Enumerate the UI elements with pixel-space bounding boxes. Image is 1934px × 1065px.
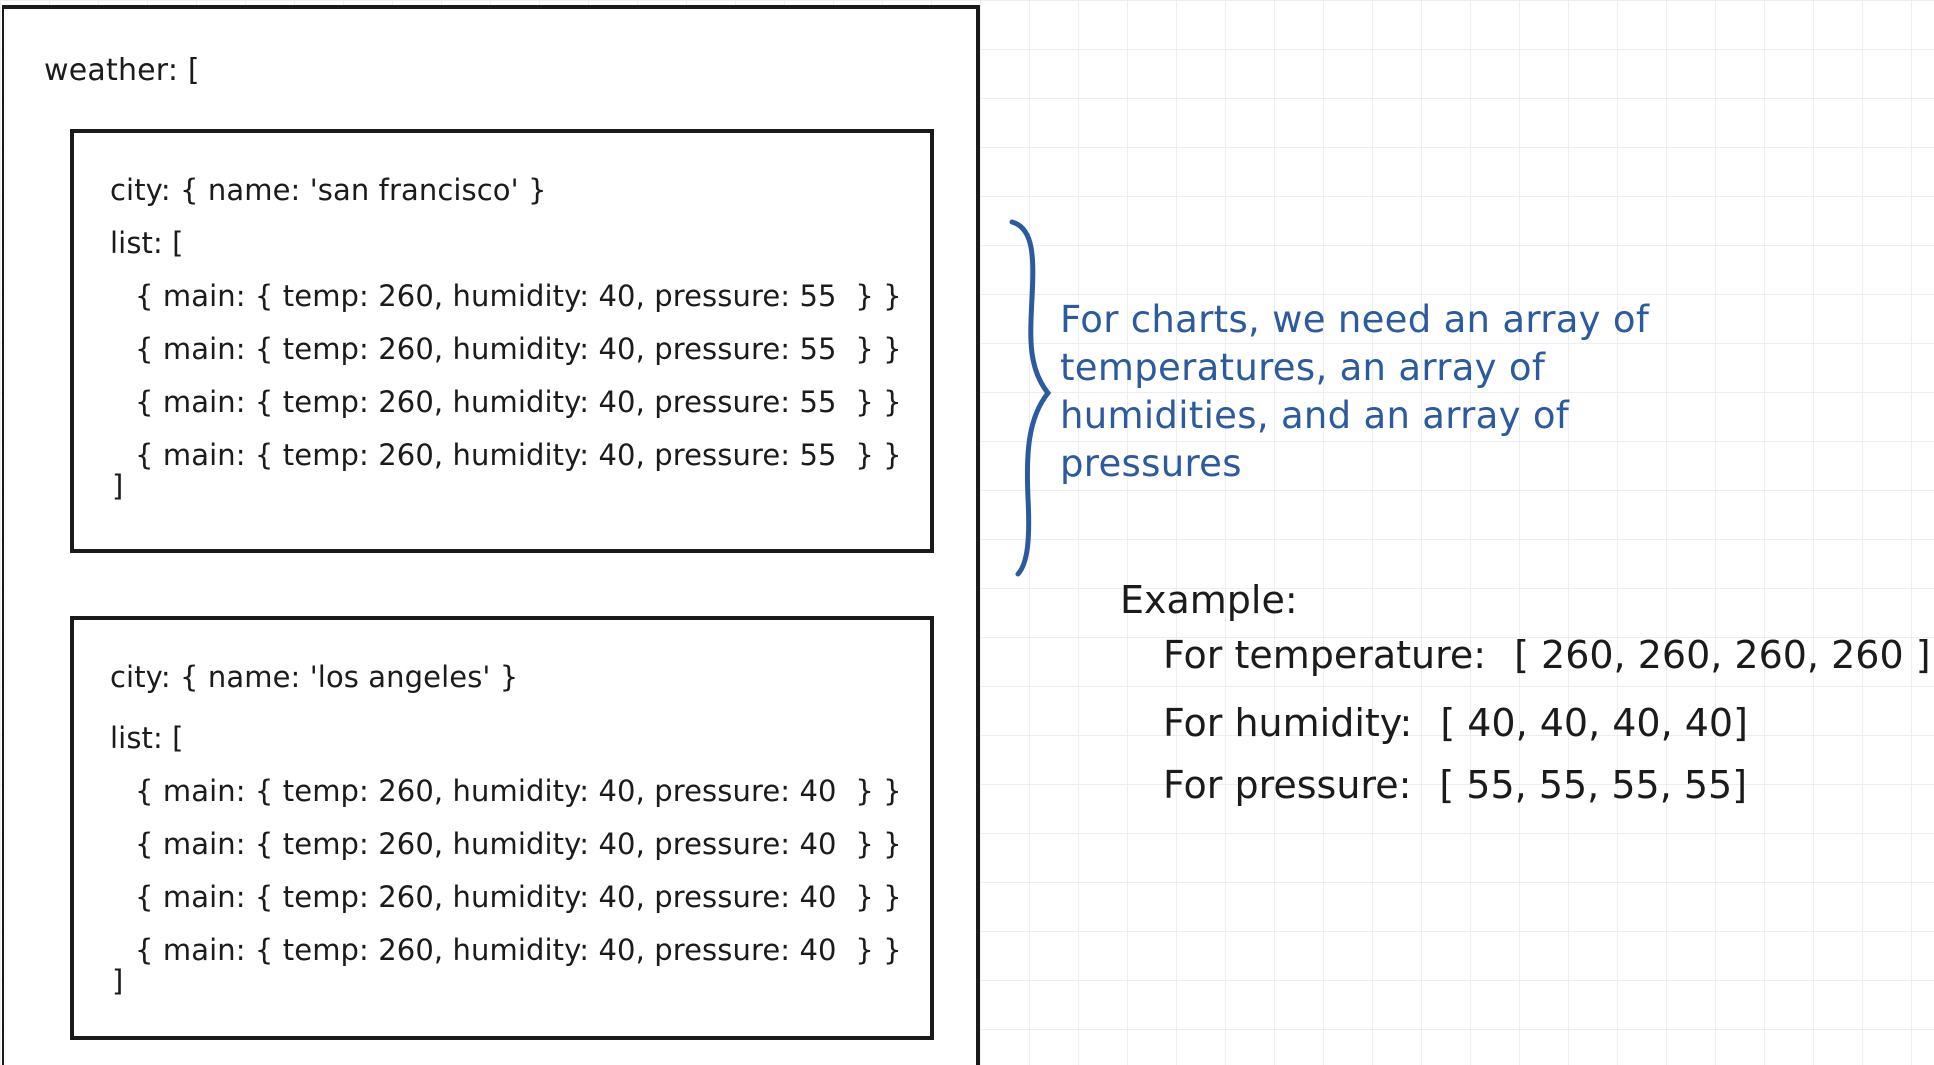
city-box-los-angeles: city: { name: 'los angeles' } list: [ { … — [70, 616, 934, 1040]
list-row: { main: { temp: 260, humidity: 40, press… — [135, 279, 902, 313]
weather-label: weather: [ — [44, 53, 200, 88]
list-row: { main: { temp: 260, humidity: 40, press… — [135, 933, 902, 967]
list-row: { main: { temp: 260, humidity: 40, press… — [135, 332, 902, 366]
note-line: temperatures, an array of — [1060, 346, 1546, 389]
list-row: { main: { temp: 260, humidity: 40, press… — [135, 385, 902, 419]
list-open: list: [ — [110, 721, 184, 755]
list-row: { main: { temp: 260, humidity: 40, press… — [135, 774, 902, 808]
city-box-san-francisco: city: { name: 'san francisco' } list: [ … — [70, 129, 934, 553]
example-humidity: For humidity: [ 40, 40, 40, 40] — [1163, 701, 1748, 745]
example-title: Example: — [1120, 578, 1298, 622]
note-line: humidities, and an array of — [1060, 394, 1570, 437]
note-line: For charts, we need an array of — [1060, 298, 1650, 341]
example-humidity-value: [ 40, 40, 40, 40] — [1440, 701, 1748, 745]
example-temperature: For temperature: [ 260, 260, 260, 260 ] — [1163, 633, 1931, 677]
city-line: city: { name: 'san francisco' } — [110, 173, 547, 207]
example-temperature-label: For temperature: — [1163, 633, 1487, 677]
note-line: pressures — [1060, 442, 1242, 485]
weather-container: weather: [ city: { name: 'san francisco'… — [2, 5, 980, 1065]
curly-brace-icon — [1009, 219, 1052, 577]
list-close: ] — [112, 469, 124, 503]
list-row: { main: { temp: 260, humidity: 40, press… — [135, 880, 902, 914]
example-pressure-value: [ 55, 55, 55, 55] — [1439, 763, 1748, 807]
city-line: city: { name: 'los angeles' } — [110, 660, 519, 694]
list-open: list: [ — [110, 226, 184, 260]
list-row: { main: { temp: 260, humidity: 40, press… — [135, 438, 902, 472]
list-close: ] — [112, 964, 124, 998]
list-row: { main: { temp: 260, humidity: 40, press… — [135, 827, 902, 861]
chart-arrays-note: For charts, we need an array of temperat… — [1060, 296, 1680, 488]
example-humidity-label: For humidity: — [1163, 701, 1413, 745]
example-pressure-label: For pressure: — [1163, 763, 1412, 807]
example-temperature-value: [ 260, 260, 260, 260 ] — [1514, 633, 1931, 677]
example-pressure: For pressure: [ 55, 55, 55, 55] — [1163, 763, 1747, 807]
